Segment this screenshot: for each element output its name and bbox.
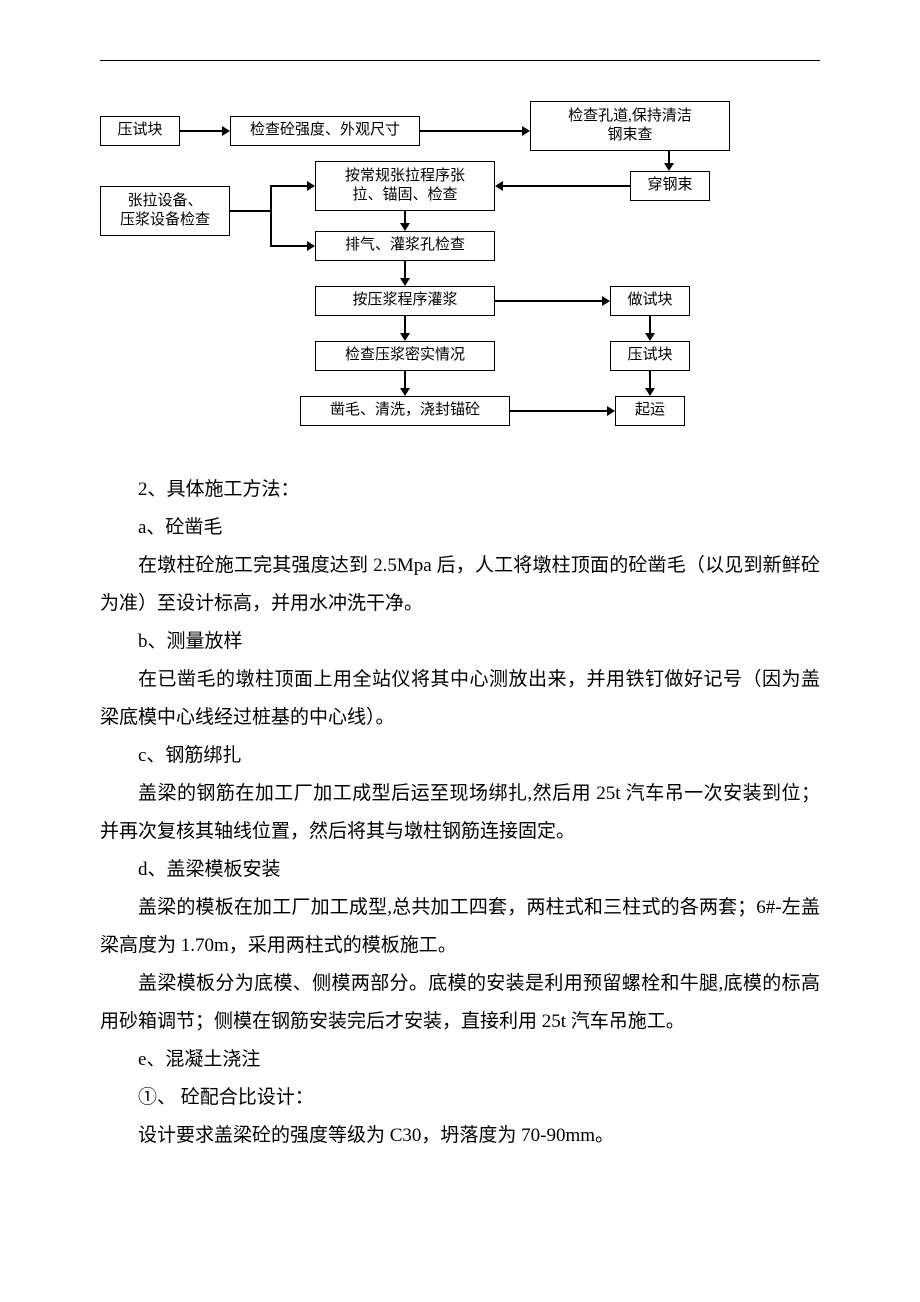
arrow-head <box>645 388 655 396</box>
arrow <box>649 371 651 388</box>
para: 2、具体施工方法： <box>100 471 820 509</box>
arrow <box>230 210 270 212</box>
arrow-head <box>307 181 315 191</box>
arrow-head <box>400 388 410 396</box>
para: d、盖梁模板安装 <box>100 851 820 889</box>
arrow-head <box>602 296 610 306</box>
arrow-head <box>400 278 410 286</box>
arrow-head <box>664 163 674 171</box>
document-page: 压试块 检查砼强度、外观尺寸 检查孔道,保持清洁 钢束查 按常规张拉程序张 拉、… <box>0 0 920 1215</box>
arrow <box>503 185 630 187</box>
arrow <box>649 316 651 333</box>
arrow-head <box>400 333 410 341</box>
node-thread-bundle: 穿钢束 <box>630 171 710 201</box>
node-check-hole: 检查孔道,保持清洁 钢束查 <box>530 101 730 151</box>
node-press-test: 压试块 <box>100 116 180 146</box>
node-transport: 起运 <box>615 396 685 426</box>
arrow <box>404 261 406 278</box>
para: c、钢筋绑扎 <box>100 737 820 775</box>
node-grouting: 按压浆程序灌浆 <box>315 286 495 316</box>
arrow-head <box>522 126 530 136</box>
para: 设计要求盖梁砼的强度等级为 C30，坍落度为 70-90mm。 <box>100 1117 820 1155</box>
arrow <box>404 316 406 333</box>
arrow-head <box>222 126 230 136</box>
arrow-head <box>307 241 315 251</box>
node-make-test: 做试块 <box>610 286 690 316</box>
arrow-head <box>495 181 503 191</box>
flowchart: 压试块 检查砼强度、外观尺寸 检查孔道,保持清洁 钢束查 按常规张拉程序张 拉、… <box>100 101 820 441</box>
arrow <box>270 245 307 247</box>
arrow <box>270 185 307 187</box>
para: b、测量放样 <box>100 623 820 661</box>
para: e、混凝土浇注 <box>100 1041 820 1079</box>
arrow <box>510 410 607 412</box>
arrow <box>420 130 522 132</box>
arrow-head <box>400 223 410 231</box>
arrow <box>495 300 602 302</box>
arrow <box>404 371 406 388</box>
arrow <box>404 211 406 223</box>
node-equipment-check: 张拉设备、 压浆设备检查 <box>100 186 230 236</box>
body-text: 2、具体施工方法： a、砼凿毛 在墩柱砼施工完其强度达到 2.5Mpa 后，人工… <box>100 471 820 1155</box>
para: 在已凿毛的墩柱顶面上用全站仪将其中心测放出来，并用铁钉做好记号（因为盖梁底模中心… <box>100 661 820 737</box>
node-tension-proc: 按常规张拉程序张 拉、锚固、检查 <box>315 161 495 211</box>
arrow-head <box>645 333 655 341</box>
para: ①、 砼配合比设计： <box>100 1079 820 1117</box>
para: 盖梁的钢筋在加工厂加工成型后运至现场绑扎,然后用 25t 汽车吊一次安装到位；并… <box>100 775 820 851</box>
node-check-strength: 检查砼强度、外观尺寸 <box>230 116 420 146</box>
node-check-dense: 检查压浆密实情况 <box>315 341 495 371</box>
arrow-head <box>607 406 615 416</box>
header-rule <box>100 60 820 61</box>
para: 盖梁的模板在加工厂加工成型,总共加工四套，两柱式和三柱式的各两套；6#-左盖梁高… <box>100 889 820 965</box>
para: 在墩柱砼施工完其强度达到 2.5Mpa 后，人工将墩柱顶面的砼凿毛（以见到新鲜砼… <box>100 547 820 623</box>
node-vent-check: 排气、灌浆孔检查 <box>315 231 495 261</box>
node-chisel-clean: 凿毛、清洗，浇封锚砼 <box>300 396 510 426</box>
para: a、砼凿毛 <box>100 509 820 547</box>
arrow <box>180 130 222 132</box>
arrow <box>270 185 272 246</box>
node-press-test2: 压试块 <box>610 341 690 371</box>
para: 盖梁模板分为底模、侧模两部分。底模的安装是利用预留螺栓和牛腿,底模的标高用砂箱调… <box>100 965 820 1041</box>
arrow <box>668 151 670 163</box>
